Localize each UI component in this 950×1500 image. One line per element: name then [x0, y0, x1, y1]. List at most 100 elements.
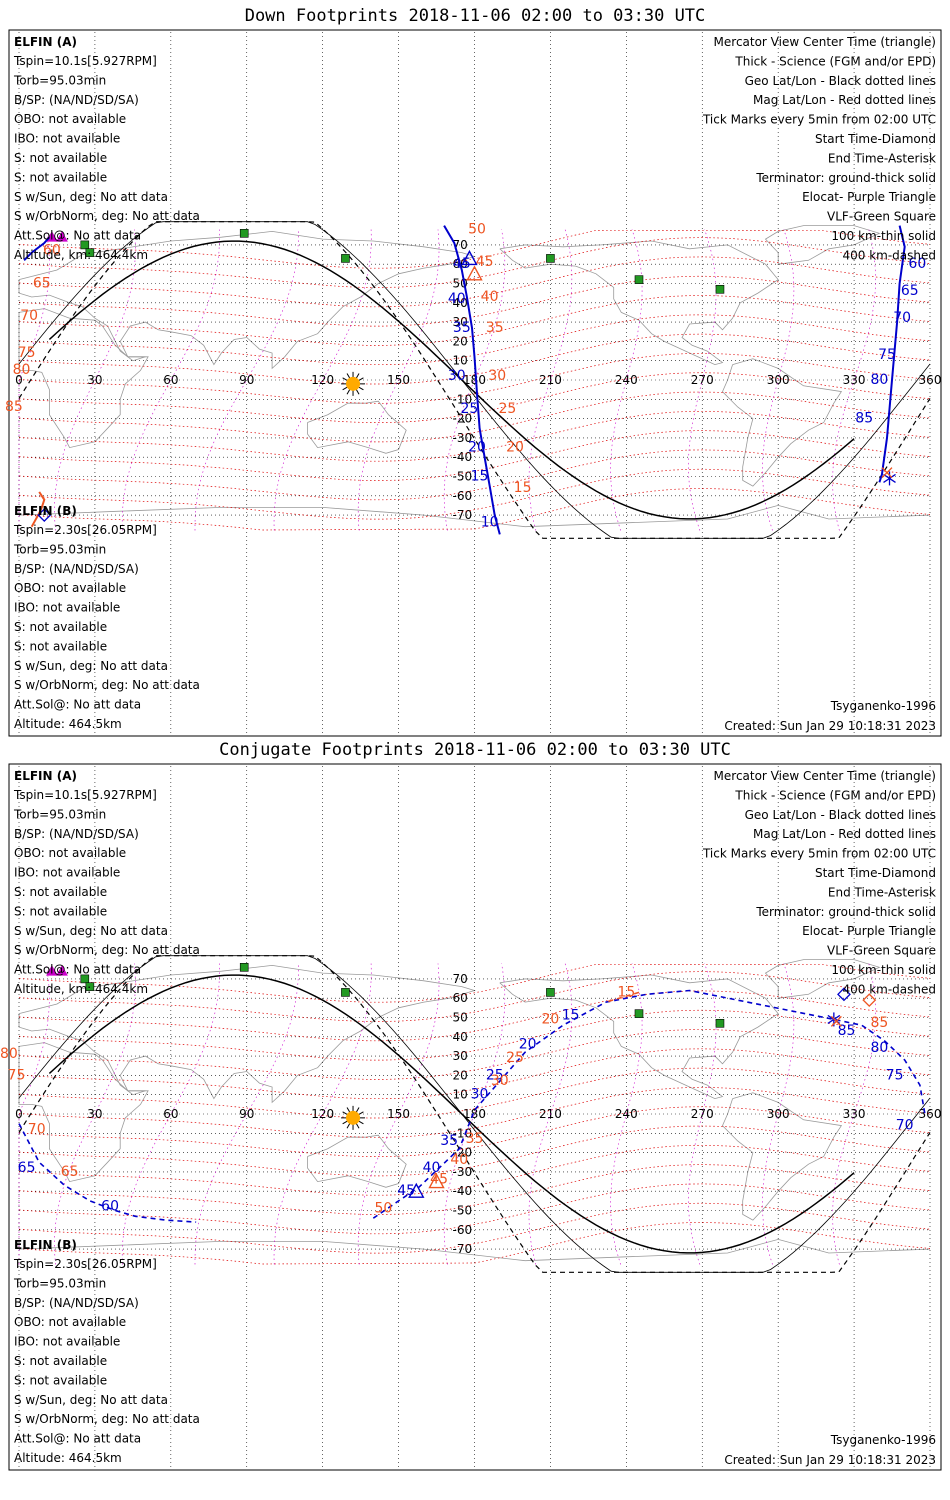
footprint-tick-label: 70 [20, 308, 38, 324]
footprint-tick-label: 10 [481, 515, 499, 531]
footprint-tick-label: 65 [901, 283, 919, 299]
elfin-a-info-line: IBO: not available [14, 866, 120, 880]
legend-entry: VLF-Green Square [827, 944, 936, 958]
legend-entry: Mercator View Center Time (triangle) [714, 769, 936, 783]
mag-lon-line [121, 229, 220, 531]
mag-lat-line [18, 468, 931, 520]
elfin-b-name: ELFIN (B) [14, 1238, 77, 1252]
map-frame [8, 763, 942, 1471]
lat-tick-label: -70 [453, 1242, 473, 1256]
elfin-a-center-triangle-icon [461, 249, 478, 266]
elfin-a-info-line: Altitude, km: 464.4km [14, 982, 148, 996]
elfin-b-name: ELFIN (B) [14, 504, 77, 518]
elfin-b-info-line: S: not available [14, 620, 107, 634]
mag-lon-line [18, 963, 50, 1265]
legend-entry: End Time-Asterisk [828, 885, 936, 899]
lat-tick-label: -40 [453, 450, 473, 464]
lat-tick-label: -10 [453, 1126, 473, 1140]
elfin-a-track [443, 225, 501, 535]
elfin-b-info-line: IBO: not available [14, 601, 120, 615]
footprint-tick-label: 85 [855, 410, 873, 426]
mag-lon-line [54, 229, 136, 531]
mag-lat-line [18, 1202, 931, 1254]
legend-entry: Terminator: ground-thick solid [755, 171, 936, 185]
mag-lon-line [610, 963, 643, 1265]
elfin-b-info-line: S: not available [14, 1373, 107, 1387]
elfin-b-info-line: Tspin=2.30s[26.05RPM] [13, 523, 157, 537]
elfin-a-info-line: S w/Sun, deg: No att data [14, 924, 168, 938]
lon-tick-label: 120 [311, 1107, 334, 1121]
elfin-a-end-asterisk-icon [883, 471, 896, 486]
footprint-tick-label: 75 [18, 345, 36, 361]
footprint-tick-label: 20 [468, 439, 486, 455]
coastline-1 [18, 1042, 149, 1183]
elfin-b-info-line: S w/Sun, deg: No att data [14, 659, 168, 673]
elfin-a-info-line: S: not available [14, 151, 107, 165]
coastline-3 [499, 974, 779, 1100]
mag-lat-line [18, 353, 931, 404]
footprint-tick-label: 40 [450, 1152, 468, 1168]
legend-entry: Thick - Science (FGM and/or EPD) [734, 54, 936, 68]
elfin-a-info-line: S w/OrbNorm, deg: No att data [14, 209, 200, 223]
footprint-tick-label: 20 [506, 439, 524, 455]
coastline-4 [722, 1092, 843, 1221]
footprint-tick-label: 15 [471, 468, 489, 484]
lat-tick-label: 30 [453, 315, 468, 329]
footprint-tick-label: 70 [896, 1117, 914, 1133]
elfin-a-info-line: S w/Sun, deg: No att data [14, 190, 168, 204]
footprint-tick-label: 35 [466, 1131, 484, 1147]
coastline-4 [722, 358, 843, 487]
mag-lon-line [18, 229, 50, 531]
coastline-5 [764, 225, 881, 265]
legend-entry: 400 km-dashed [842, 982, 936, 996]
lon-tick-label: 60 [163, 373, 178, 387]
footprint-tick-label: 80 [13, 362, 31, 378]
mag-lon-line [273, 229, 372, 531]
footprint-tick-label: 25 [498, 401, 516, 417]
footprint-tick-label: 50 [468, 221, 486, 237]
sun-icon [341, 371, 366, 396]
footprint-tick-label: 15 [617, 984, 635, 1000]
lon-tick-label: 360 [919, 1107, 942, 1121]
elfin-a-info-line: IBO: not available [14, 132, 120, 146]
legend-entry: Elocat- Purple Triangle [802, 924, 936, 938]
mag-lat-line [18, 449, 931, 501]
mag-lon-line [610, 229, 643, 531]
footprint-tick-label: 25 [506, 1050, 524, 1066]
legend-entry: Mercator View Center Time (triangle) [714, 35, 936, 49]
elocat-triangle-icon [46, 965, 58, 976]
elocat-triangle-icon [56, 231, 68, 242]
vlf-square-icon [239, 963, 249, 972]
mag-lat-line [18, 1106, 931, 1157]
elfin-a-info-line: S: not available [14, 885, 107, 899]
mag-lat-line [18, 488, 931, 531]
elfin-b-info-line: Att.Sol@: No att data [14, 1432, 141, 1446]
footprint-tick-label: 85 [838, 1023, 856, 1039]
legend-entry: Terminator: ground-thick solid [755, 905, 936, 919]
lon-tick-label: 0 [15, 373, 23, 387]
terminator-100km [18, 955, 931, 1273]
footprint-tick-label: 15 [562, 1007, 580, 1023]
mag-lat-line [18, 1009, 931, 1061]
vlf-square-icon [341, 988, 350, 997]
footprint-tick-label: 20 [519, 1036, 537, 1052]
footprint-tick-label: 75 [878, 347, 896, 363]
terminator-400km [18, 221, 931, 539]
elfin-b-info-line: OBO: not available [14, 581, 126, 595]
lat-tick-label: -60 [453, 1223, 473, 1237]
mag-lat-line [18, 971, 931, 1022]
vlf-square-icon [715, 1018, 725, 1028]
elfin-b-info-line: Torb=95.03min [13, 1276, 106, 1290]
elfin-b-end-marker-icon [830, 1015, 842, 1027]
vlf-square-icon [85, 982, 95, 991]
lat-tick-label: -30 [453, 431, 473, 445]
coastline-1 [18, 308, 149, 449]
footprint-tick-label: 45 [476, 254, 494, 270]
mag-lon-line [688, 229, 717, 531]
lon-tick-label: 60 [163, 1107, 178, 1121]
mag-lon-line [357, 963, 440, 1265]
elfin-b-info-line: IBO: not available [14, 1335, 120, 1349]
footprint-tick-label: 35 [486, 320, 504, 336]
mag-lat-line [18, 1222, 931, 1265]
